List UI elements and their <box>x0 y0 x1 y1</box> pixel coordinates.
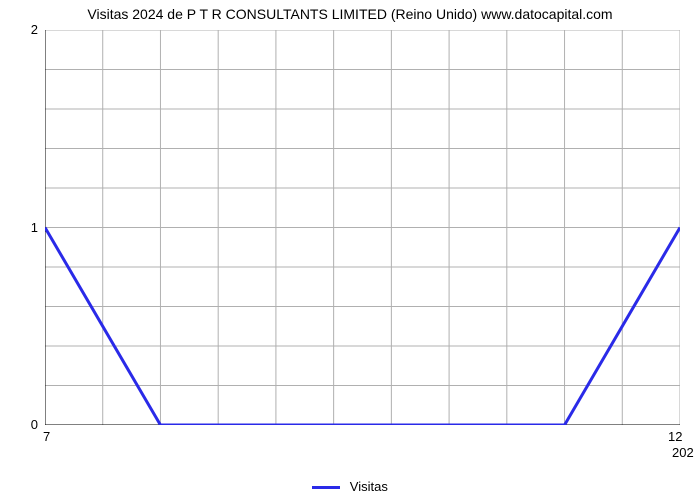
y-axis-label-0: 0 <box>8 417 38 432</box>
y-axis-label-1: 1 <box>8 220 38 235</box>
chart-plot-area <box>45 30 680 425</box>
x-axis-label-right: 12 <box>668 429 682 444</box>
x-axis-label-left: 7 <box>43 429 50 444</box>
legend-line-swatch <box>312 486 340 489</box>
x-axis-sublabel-right: 202 <box>672 445 694 460</box>
line-chart-svg <box>45 30 680 425</box>
chart-title: Visitas 2024 de P T R CONSULTANTS LIMITE… <box>0 6 700 22</box>
legend-label: Visitas <box>350 479 388 494</box>
y-axis-label-2: 2 <box>8 22 38 37</box>
chart-legend: Visitas <box>0 479 700 494</box>
